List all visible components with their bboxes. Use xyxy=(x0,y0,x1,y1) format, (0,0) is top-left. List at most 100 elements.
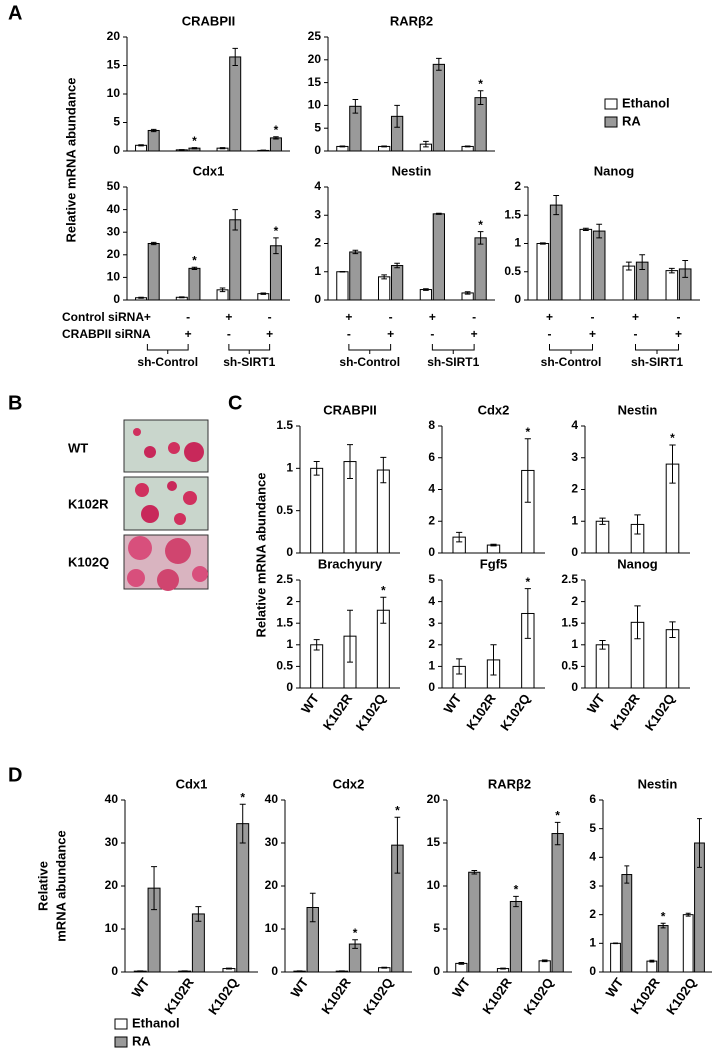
y-tick-label: 20 xyxy=(105,878,119,892)
x-tick-label: K102R xyxy=(627,975,663,1017)
error-bar xyxy=(477,90,484,105)
bar xyxy=(432,63,445,152)
error-bar xyxy=(381,274,387,280)
y-tick-label: 2 xyxy=(428,637,435,651)
error-bar xyxy=(471,870,478,875)
y-tick-label: 0 xyxy=(314,143,321,157)
y-axis-label: mRNA abundance xyxy=(53,830,68,941)
error-bar xyxy=(524,588,531,639)
significance-mark: * xyxy=(192,253,197,267)
y-tick-label: 10 xyxy=(105,921,119,935)
condition-sign: - xyxy=(472,310,476,324)
y-tick-label: 6 xyxy=(428,450,435,464)
significance-mark: * xyxy=(353,926,358,940)
bar xyxy=(229,219,242,301)
y-tick-label: 2.5 xyxy=(276,572,293,586)
group-label: sh-Control xyxy=(541,355,602,369)
condition-sign: + xyxy=(632,310,639,324)
x-tick-label: WT xyxy=(449,975,473,1000)
error-bar xyxy=(669,444,676,484)
error-bar xyxy=(309,892,316,923)
x-tick-label: K102R xyxy=(463,691,499,733)
bar xyxy=(188,267,201,301)
chart-title: Cdx2 xyxy=(333,776,365,791)
error-bar xyxy=(150,128,157,133)
y-tick-label: 0 xyxy=(314,292,321,306)
bar xyxy=(536,243,550,301)
y-tick-label: 15 xyxy=(107,58,121,72)
significance-mark: * xyxy=(381,583,386,597)
chart-title: Nestin xyxy=(618,402,658,417)
bar xyxy=(592,230,606,301)
y-tick-label: 0 xyxy=(571,680,578,694)
bar xyxy=(665,270,679,301)
y-tick-label: 1 xyxy=(589,936,596,950)
y-tick-label: 3 xyxy=(571,450,578,464)
error-bar xyxy=(219,287,226,293)
x-tick-label: WT xyxy=(129,975,153,1000)
bar xyxy=(646,960,658,973)
y-tick-label: 5 xyxy=(589,821,596,835)
condition-sign: + xyxy=(429,310,436,324)
x-tick-label: K102R xyxy=(161,975,197,1017)
error-bar xyxy=(352,249,359,255)
error-bar xyxy=(669,621,676,638)
condition-sign: - xyxy=(145,327,149,341)
bar xyxy=(622,265,636,301)
error-bar xyxy=(380,456,387,484)
legend-swatch xyxy=(114,1036,128,1048)
group-bracket xyxy=(549,344,593,354)
y-tick-label: 1 xyxy=(286,461,293,475)
error-bar xyxy=(313,639,320,651)
legend-label: Ethanol xyxy=(132,1015,180,1030)
error-bar xyxy=(464,145,471,148)
row-label: WT xyxy=(68,440,88,455)
error-bar xyxy=(634,605,641,640)
chart-title: Nestin xyxy=(392,163,432,178)
legend-swatch xyxy=(604,116,618,128)
error-bar xyxy=(191,266,198,270)
error-bar xyxy=(599,517,606,525)
significance-mark: * xyxy=(555,809,560,823)
y-tick-label: 0 xyxy=(111,964,118,978)
y-tick-label: 20 xyxy=(107,247,121,261)
group-bracket xyxy=(348,344,392,354)
x-tick-label: K102Q xyxy=(205,975,241,1017)
bar xyxy=(191,913,205,973)
significance-mark: * xyxy=(274,224,279,238)
panel-label: C xyxy=(228,392,242,414)
panel-label: D xyxy=(8,764,22,786)
bar xyxy=(236,823,250,973)
error-bar xyxy=(524,438,531,503)
bar xyxy=(269,137,282,152)
error-bar xyxy=(394,816,401,874)
legend-swatch xyxy=(114,1018,128,1030)
y-tick-label: 10 xyxy=(107,270,121,284)
error-bar xyxy=(436,212,442,215)
y-tick-label: 2 xyxy=(514,179,521,193)
y-tick-label: 40 xyxy=(105,792,119,806)
group-label: sh-SIRT1 xyxy=(631,355,683,369)
y-tick-label: 50 xyxy=(107,179,121,193)
y-tick-label: 0 xyxy=(428,680,435,694)
error-bar xyxy=(394,262,400,269)
chart-title: Brachyury xyxy=(318,556,383,571)
y-tick-label: 0 xyxy=(589,964,596,978)
y-tick-label: 5 xyxy=(113,115,120,129)
bar xyxy=(595,520,610,554)
error-bar xyxy=(596,223,603,239)
y-tick-label: 4 xyxy=(428,594,435,608)
significance-mark: * xyxy=(514,882,519,896)
error-bar xyxy=(634,514,641,535)
legend-swatch xyxy=(604,98,618,110)
error-bar xyxy=(649,959,655,963)
x-tick-label: K102Q xyxy=(360,975,396,1017)
y-tick-label: 3 xyxy=(314,207,321,221)
error-bar xyxy=(456,531,463,543)
error-bar xyxy=(394,104,400,128)
x-tick-label: K102R xyxy=(607,691,643,733)
bar xyxy=(474,237,487,301)
y-tick-label: 0.5 xyxy=(561,659,578,673)
group-label: sh-SIRT1 xyxy=(223,355,275,369)
error-bar xyxy=(347,444,353,479)
